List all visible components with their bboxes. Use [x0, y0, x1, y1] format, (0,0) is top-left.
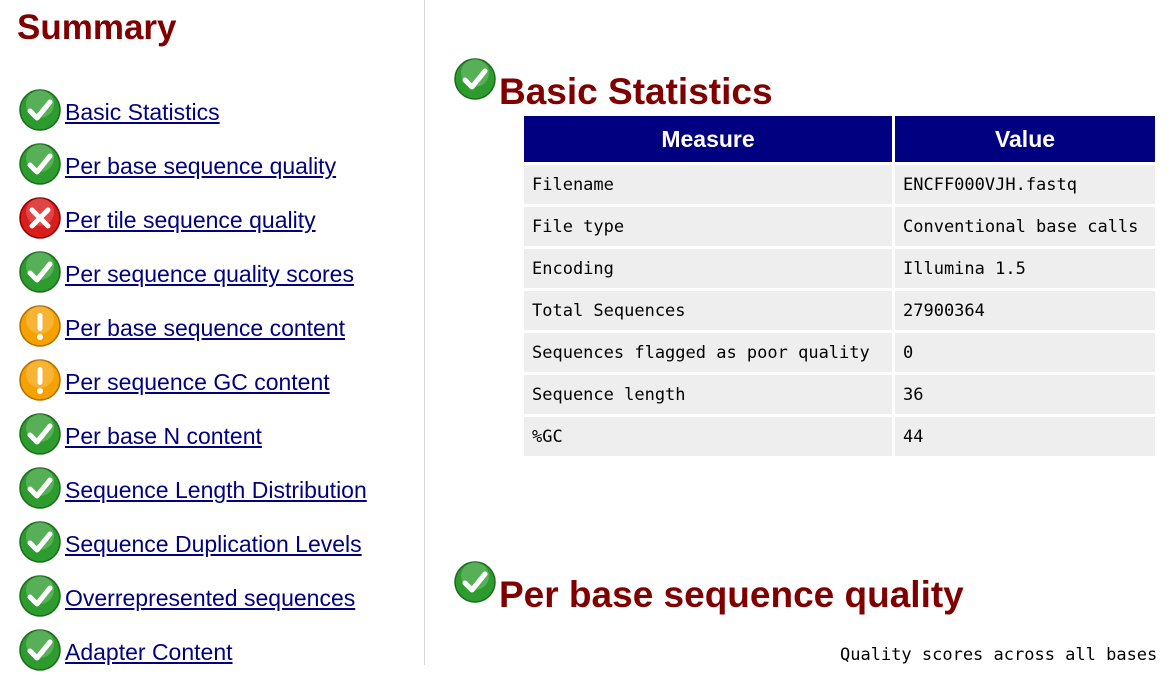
measure-cell: Encoding — [524, 249, 892, 288]
pass-check-icon — [18, 628, 62, 672]
summary-item: Sequence Length Distribution — [18, 466, 367, 520]
value-cell: 44 — [895, 417, 1155, 456]
summary-link[interactable]: Overrepresented sequences — [65, 585, 356, 611]
pass-check-icon — [18, 88, 62, 132]
value-cell: 0 — [895, 333, 1155, 372]
summary-item: Per base sequence quality — [18, 142, 367, 196]
table-row: Sequence length 36 — [524, 375, 1155, 414]
summary-title: Summary — [17, 8, 177, 47]
summary-link[interactable]: Per sequence GC content — [65, 369, 330, 395]
summary-link[interactable]: Sequence Length Distribution — [65, 477, 367, 503]
table-row: File type Conventional base calls — [524, 207, 1155, 246]
per-base-sequence-quality-heading: Per base sequence quality — [453, 560, 964, 616]
summary-item: Basic Statistics — [18, 88, 367, 142]
summary-item: Per base sequence content — [18, 304, 367, 358]
table-row: %GC 44 — [524, 417, 1155, 456]
table-row: Encoding Illumina 1.5 — [524, 249, 1155, 288]
table-body: Filename ENCFF000VJH.fastq File type Conven… — [524, 165, 1155, 456]
fail-cross-icon — [18, 196, 62, 240]
summary-link[interactable]: Basic Statistics — [65, 99, 220, 125]
basic-statistics-heading: Basic Statistics — [453, 57, 773, 113]
pass-check-icon — [18, 466, 62, 510]
summary-link[interactable]: Per sequence quality scores — [65, 261, 354, 287]
value-cell: Conventional base calls — [895, 207, 1155, 246]
summary-item: Per sequence quality scores — [18, 250, 367, 304]
warning-exclamation-icon — [18, 358, 62, 402]
table-header-row: Measure Value — [524, 116, 1155, 162]
measure-cell: %GC — [524, 417, 892, 456]
summary-link[interactable]: Per base sequence quality — [65, 153, 337, 179]
measure-cell: Sequence length — [524, 375, 892, 414]
pass-check-icon — [453, 560, 497, 604]
pass-check-icon — [18, 250, 62, 294]
summary-link[interactable]: Adapter Content — [65, 639, 233, 665]
value-cell: 27900364 — [895, 291, 1155, 330]
value-cell: Illumina 1.5 — [895, 249, 1155, 288]
summary-link[interactable]: Per base sequence content — [65, 315, 346, 341]
value-column-header: Value — [895, 116, 1155, 162]
section-title: Per base sequence quality — [499, 574, 964, 615]
chart-title: Quality scores across all bases — [840, 645, 1158, 665]
warning-exclamation-icon — [18, 304, 62, 348]
summary-link[interactable]: Sequence Duplication Levels — [65, 531, 362, 557]
summary-item: Per sequence GC content — [18, 358, 367, 412]
summary-list: Basic Statistics Per base sequence qualit… — [18, 88, 367, 682]
measure-cell: Filename — [524, 165, 892, 204]
measure-cell: Total Sequences — [524, 291, 892, 330]
summary-link[interactable]: Per base N content — [65, 423, 262, 449]
pass-check-icon — [18, 412, 62, 456]
measure-column-header: Measure — [524, 116, 892, 162]
summary-item: Sequence Duplication Levels — [18, 520, 367, 574]
table-row: Total Sequences 27900364 — [524, 291, 1155, 330]
value-cell: ENCFF000VJH.fastq — [895, 165, 1155, 204]
measure-cell: File type — [524, 207, 892, 246]
summary-link[interactable]: Per tile sequence quality — [65, 207, 316, 233]
measure-cell: Sequences flagged as poor quality — [524, 333, 892, 372]
summary-item: Per base N content — [18, 412, 367, 466]
summary-item: Adapter Content — [18, 628, 367, 682]
summary-item: Overrepresented sequences — [18, 574, 367, 628]
value-cell: 36 — [895, 375, 1155, 414]
pass-check-icon — [18, 520, 62, 564]
main-report: Basic Statistics Measure Value Filename E… — [426, 0, 1175, 665]
pass-check-icon — [18, 574, 62, 618]
section-title: Basic Statistics — [499, 71, 773, 112]
pass-check-icon — [453, 57, 497, 101]
summary-item: Per tile sequence quality — [18, 196, 367, 250]
table-row: Sequences flagged as poor quality 0 — [524, 333, 1155, 372]
basic-statistics-table: Measure Value Filename ENCFF000VJH.fastq F… — [521, 113, 1158, 459]
summary-panel: Summary Basic Statistics Per base sequenc… — [0, 0, 425, 671]
table-row: Filename ENCFF000VJH.fastq — [524, 165, 1155, 204]
pass-check-icon — [18, 142, 62, 186]
